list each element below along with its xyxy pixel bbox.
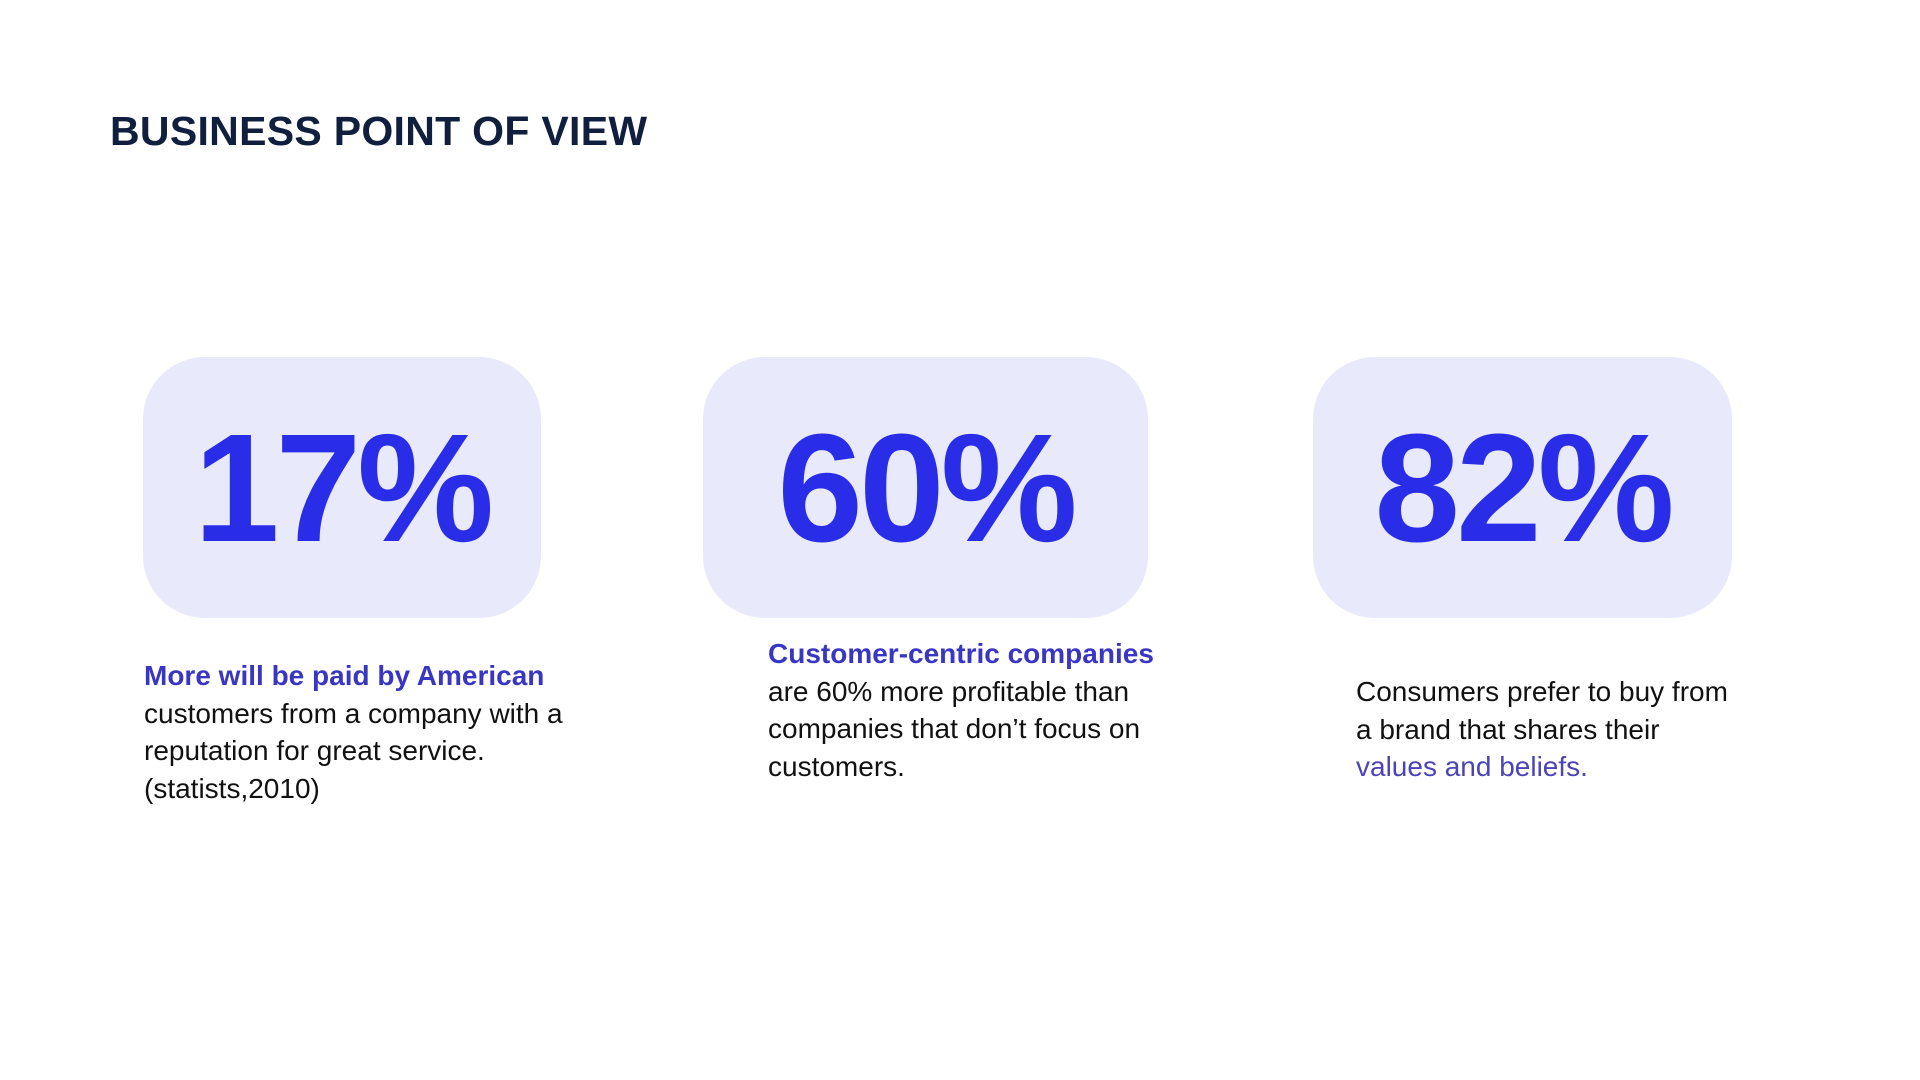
stat-text: are 60% more profitable than companies t… xyxy=(768,675,1141,782)
stat-value: 17% xyxy=(193,401,494,574)
stat-highlight: values and beliefs. xyxy=(1356,751,1588,782)
stat-value: 60% xyxy=(777,401,1077,574)
slide-title: BUSINESS POINT OF VIEW xyxy=(110,108,648,154)
stat-highlight: More will be paid by American xyxy=(144,660,545,691)
stat-box-60-percent: 60% xyxy=(703,357,1148,618)
stat-text: customers from a company with a reputati… xyxy=(144,697,563,804)
stat-description-1: More will be paid by American customers … xyxy=(144,657,614,807)
stat-box-82-percent: 82% xyxy=(1313,357,1732,618)
stat-text: Consumers prefer to buy from a brand tha… xyxy=(1356,676,1728,745)
stat-highlight: Customer-centric companies xyxy=(768,638,1154,669)
stat-description-3: Consumers prefer to buy from a brand tha… xyxy=(1356,673,1736,786)
stat-description-2: Customer-centric companies are 60% more … xyxy=(768,635,1168,785)
stat-box-17-percent: 17% xyxy=(143,357,541,618)
stat-value: 82% xyxy=(1374,401,1674,574)
